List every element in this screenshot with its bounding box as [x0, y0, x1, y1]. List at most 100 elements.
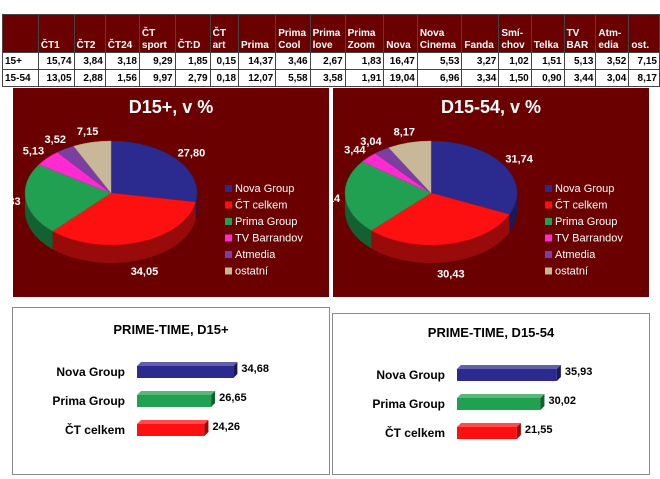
pie-chart-d1554: D15-54, v % 31,74 30,43 23,14 3,443,04 8,17 No…	[313, 97, 624, 280]
table-header-cell: Telka	[530, 14, 565, 53]
table-header-cell: ČT1	[37, 14, 75, 53]
legend-swatch	[225, 234, 232, 242]
bar-0	[457, 365, 561, 381]
legend-swatch	[545, 234, 552, 242]
legend-label: TV Barrandov	[235, 233, 303, 245]
pie-slice-0	[110, 140, 198, 203]
table-cell: 8,17	[628, 69, 660, 87]
bar-top	[457, 394, 545, 398]
table-cell: 3,18	[104, 52, 140, 70]
table-header-cell: Nova Cinema	[416, 14, 463, 53]
bar-category-label: Prima Group	[52, 394, 125, 408]
bar-face	[457, 369, 557, 381]
table-header-cell: ČT:D	[174, 14, 211, 53]
pie-side-1	[371, 214, 510, 263]
bar-value-label: 21,55	[525, 424, 553, 436]
table-header-cell: ČT24	[104, 14, 140, 53]
pie-value-label: 3,52	[45, 134, 66, 146]
table-cell: 3,52	[595, 52, 630, 70]
pie-slice-2	[24, 164, 112, 232]
bar-value-label: 30,02	[548, 395, 576, 407]
table-cell: 3,44	[563, 69, 597, 87]
table-cell: 0,90	[530, 69, 565, 87]
bar-face	[457, 398, 541, 410]
table-cell: 3,34	[461, 69, 500, 87]
pie-value-label: 22,33	[13, 196, 21, 208]
table-cell: 0,15	[209, 52, 240, 70]
legend-label: Prima Group	[555, 216, 617, 228]
pie-slice-0	[430, 140, 518, 215]
pie-side-0	[195, 193, 197, 221]
table-row: 15-54 13,05 2,88 1,56 9,97 2,79 0,18 12,07 5,58 3…	[2, 69, 660, 87]
table-cell: 2,79	[174, 69, 211, 87]
share-table: ČT1 ČT2 ČT24 ČT sport ČT:D ČT art Prima Prima C…	[2, 14, 660, 87]
table-header-row: ČT1 ČT2 ČT24 ČT sport ČT:D ČT art Prima Prima C…	[2, 14, 660, 53]
pie-value-label: 23,14	[333, 193, 341, 205]
bar-top	[137, 391, 216, 395]
table-cell: 1,50	[498, 69, 532, 87]
pie-value-label: 3,04	[360, 136, 382, 148]
legend-swatch	[225, 218, 232, 225]
table-header-cell: Smí- chov	[498, 14, 532, 53]
table-header-cell: Fanda	[461, 14, 500, 53]
bar-category-label: ČT celkem	[385, 425, 445, 440]
bar-panel-d1554: PRIME-TIME, D15-54 Nova Group 35,93 Prima G…	[332, 313, 650, 475]
table-cell: 2,88	[73, 69, 106, 87]
bar-value-label: 26,65	[219, 392, 247, 404]
table-cell: 5,58	[275, 69, 311, 87]
legend-swatch	[225, 201, 232, 209]
bar-value-label: 35,93	[565, 366, 593, 378]
bar-side	[556, 365, 561, 381]
legend-swatch	[545, 218, 552, 225]
pie-side-2	[25, 193, 53, 250]
table-cell: 3,27	[461, 52, 500, 70]
table-cell: 1,02	[498, 52, 532, 70]
legend-swatch	[225, 267, 232, 275]
table-cell: 3,46	[275, 52, 311, 70]
chart-title: PRIME-TIME, D15-54	[428, 325, 555, 340]
legend-label: Nova Group	[555, 183, 614, 195]
bar-top	[137, 420, 209, 424]
bar-value-label: 24,26	[212, 421, 240, 433]
table-header-cell: Prima love	[309, 14, 346, 53]
bar-panel-d15: PRIME-TIME, D15+ Nova Group 34,68 Prima Gro…	[12, 307, 330, 475]
table-header-cell	[2, 14, 39, 53]
bar-2	[137, 420, 209, 436]
table-cell: 14,37	[238, 52, 277, 70]
bar-face	[137, 366, 234, 378]
table-header-cell: Prima Cool	[275, 14, 311, 53]
bar-face	[457, 427, 517, 439]
table-cell: 1,56	[104, 69, 140, 87]
pie-value-label: 30,43	[437, 268, 465, 280]
table-header-cell: ČT sport	[138, 14, 176, 53]
bar-chart-d15: PRIME-TIME, D15+ Nova Group 34,68 Prima Gro…	[52, 322, 269, 437]
pie-value-label: 8,17	[394, 127, 415, 139]
pie-sides	[25, 193, 197, 264]
bar-1	[457, 394, 545, 410]
bar-chart-d1554: PRIME-TIME, D15-54 Nova Group 35,93 Prima G…	[372, 325, 593, 440]
legend-swatch	[545, 267, 552, 275]
bar-0	[137, 362, 238, 378]
table-header-cell: Prima Zoom	[344, 14, 385, 53]
table-cell: 1,85	[174, 52, 211, 70]
table-row-label: 15+	[2, 52, 39, 70]
pie-value-label: 34,05	[131, 266, 159, 278]
pie-chart-d15: D15+, v % 27,80 34,05 22,33 5,133,52 7,15 Nova…	[0, 97, 303, 278]
bar-category-label: ČT celkem	[65, 422, 125, 437]
bar-category-label: Prima Group	[372, 397, 445, 411]
legend-label: TV Barrandov	[555, 233, 623, 245]
table-row-label: 15-54	[2, 69, 39, 87]
legend-swatch	[545, 251, 552, 258]
legend-label: ostatní	[235, 266, 268, 278]
pie-slice-2	[344, 161, 432, 231]
legend-label: Atmedia	[555, 249, 596, 261]
bar-side	[211, 391, 216, 407]
table-cell: 9,97	[138, 69, 176, 87]
table-cell: 5,13	[563, 52, 597, 70]
chart-title: PRIME-TIME, D15+	[113, 322, 229, 337]
table-header-cell: Prima	[238, 14, 277, 53]
bar-value-label: 34,68	[241, 363, 269, 375]
table-cell: 19,04	[383, 69, 418, 87]
table-cell: 13,05	[37, 69, 75, 87]
legend-swatch	[225, 251, 232, 258]
